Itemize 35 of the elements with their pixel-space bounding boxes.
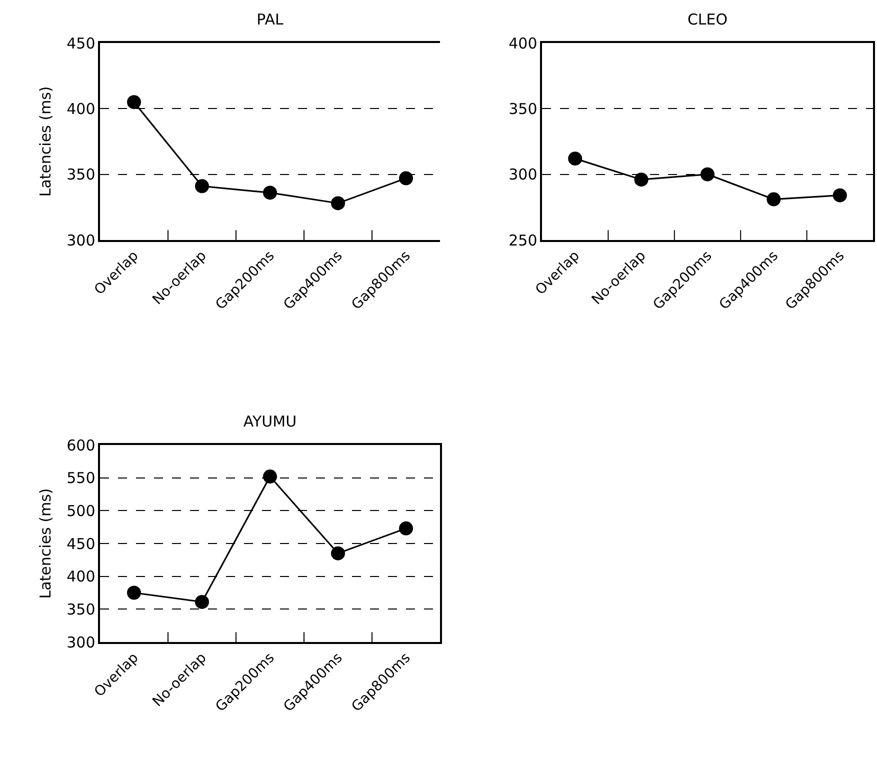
y-tick-label: 350 bbox=[508, 100, 538, 118]
point bbox=[127, 95, 141, 110]
point bbox=[195, 179, 209, 194]
y-tick-label: 400 bbox=[508, 34, 538, 52]
point bbox=[634, 172, 648, 187]
chart-title: PAL bbox=[256, 10, 284, 28]
y-tick-label: 300 bbox=[66, 633, 96, 652]
point bbox=[568, 152, 582, 166]
point bbox=[399, 171, 413, 186]
point bbox=[127, 586, 141, 600]
point bbox=[195, 594, 209, 609]
y-tick-label: 550 bbox=[66, 469, 96, 488]
y-tick-label: 400 bbox=[66, 568, 96, 586]
chart-title: AYUMU bbox=[243, 412, 297, 430]
point bbox=[766, 192, 781, 206]
point bbox=[263, 470, 277, 484]
y-tick-label: 350 bbox=[66, 166, 96, 184]
y-axis-title: Latencies (ms) bbox=[36, 86, 54, 197]
point bbox=[399, 521, 413, 536]
y-tick-label: 350 bbox=[66, 600, 96, 618]
point bbox=[263, 186, 277, 200]
y-tick-label: 450 bbox=[66, 534, 96, 553]
y-tick-label: 400 bbox=[66, 100, 96, 118]
point bbox=[832, 188, 847, 202]
point bbox=[331, 546, 345, 560]
y-axis-title: Latencies (ms) bbox=[36, 488, 54, 599]
point bbox=[331, 196, 345, 210]
point bbox=[700, 167, 714, 182]
y-tick-label: 600 bbox=[66, 436, 96, 454]
y-tick-label: 500 bbox=[66, 502, 96, 520]
y-tick-label: 250 bbox=[508, 231, 538, 250]
chart-title: CLEO bbox=[687, 10, 728, 28]
y-tick-label: 300 bbox=[66, 231, 96, 250]
y-tick-label: 450 bbox=[66, 34, 96, 52]
y-tick-label: 300 bbox=[508, 166, 538, 184]
